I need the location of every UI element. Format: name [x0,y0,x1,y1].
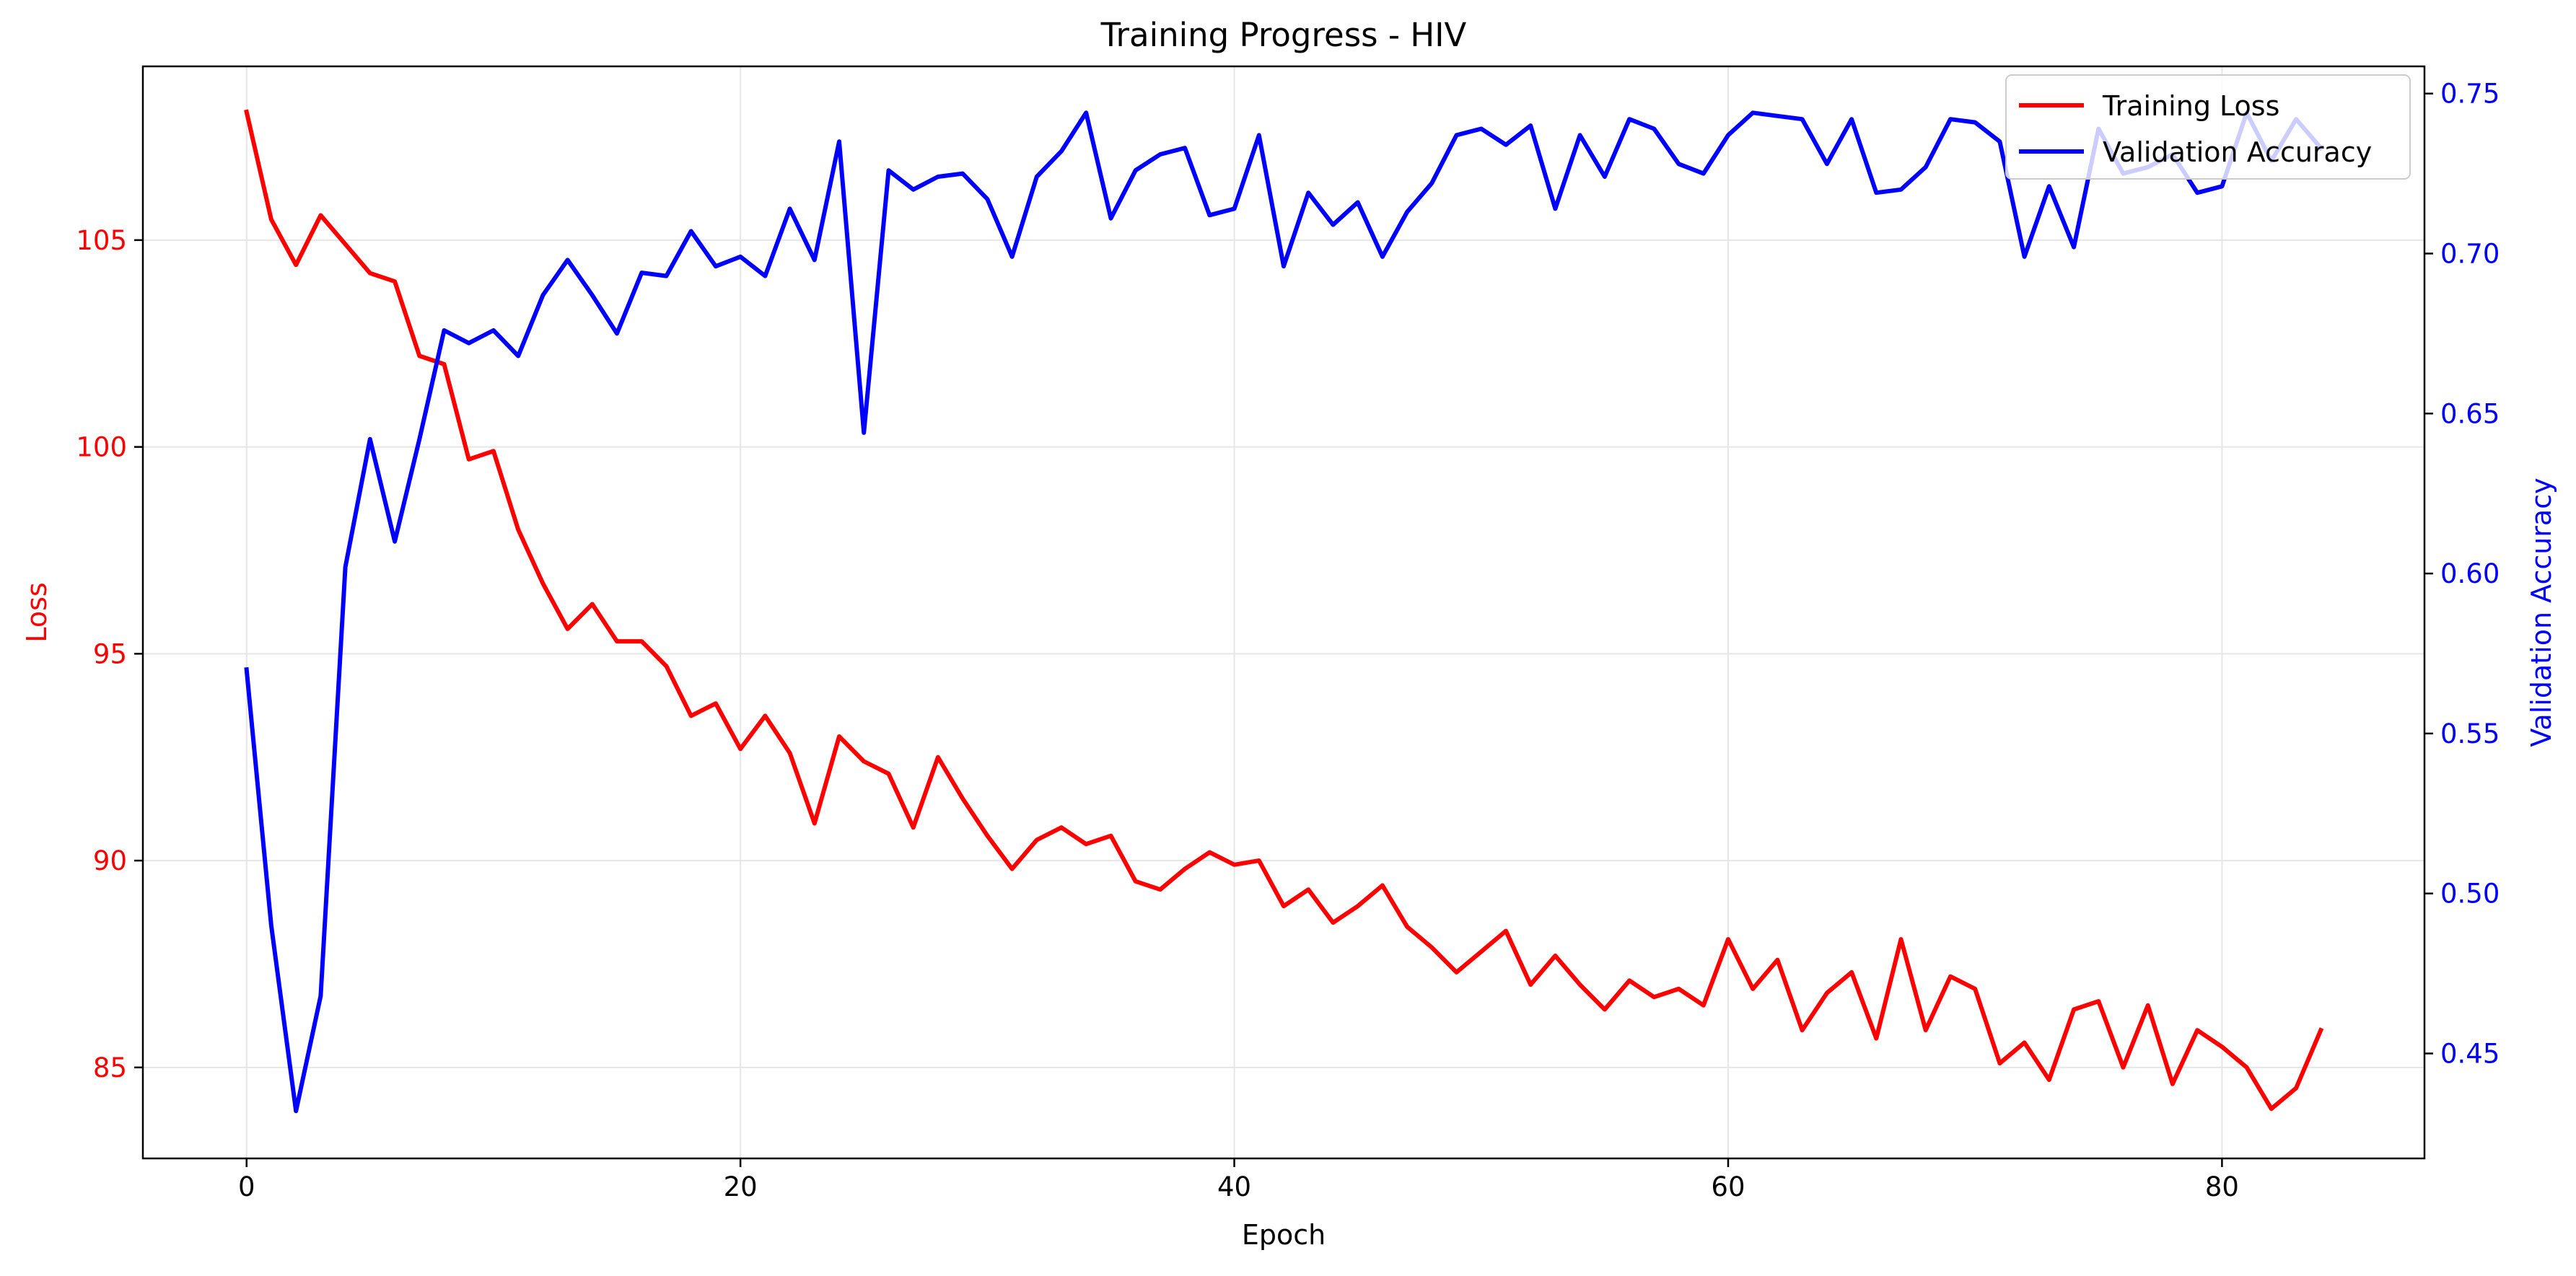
legend: Training Loss Validation Accuracy [2005,74,2411,180]
y-right-tick-label: 0.60 [2440,558,2500,589]
y-left-tick-label: 100 [76,432,127,463]
ticks: 0 20 40 60 80 85 90 95 100 105 0.45 0.50 0.55 0.60 0.6… [76,79,2500,1202]
x-tick-label: 60 [1711,1171,1745,1202]
grid [143,66,2424,1158]
y-axis-label-right: Validation Accuracy [2525,478,2557,747]
y-right-tick-label: 0.45 [2440,1038,2500,1069]
x-tick-label: 40 [1217,1171,1251,1202]
y-right-tick-label: 0.50 [2440,879,2500,910]
legend-label-training-loss: Training Loss [2102,90,2279,122]
training-loss-line [244,109,2324,1112]
y-left-tick-label: 105 [76,225,127,256]
x-tick-label: 20 [724,1171,758,1202]
y-left-tick-label: 95 [93,638,127,669]
y-right-tick-label: 0.65 [2440,398,2500,429]
legend-label-validation-accuracy: Validation Accuracy [2103,136,2372,168]
y-left-tick-label: 85 [93,1052,127,1083]
x-tick-label: 0 [238,1171,255,1202]
chart-title: Training Progress - HIV [1100,16,1467,54]
x-tick-label: 80 [2205,1171,2239,1202]
series-layer [244,109,2324,1114]
validation-accuracy-line [244,110,2324,1114]
x-axis-label: Epoch [1242,1219,1326,1251]
plot-frame [141,65,2426,1160]
legend-box [2005,74,2411,180]
y-left-tick-label: 90 [93,845,127,876]
y-right-tick-label: 0.75 [2440,79,2500,110]
y-right-tick-label: 0.70 [2440,239,2500,270]
y-axis-label-left: Loss [21,582,53,642]
y-right-tick-label: 0.55 [2440,718,2500,749]
